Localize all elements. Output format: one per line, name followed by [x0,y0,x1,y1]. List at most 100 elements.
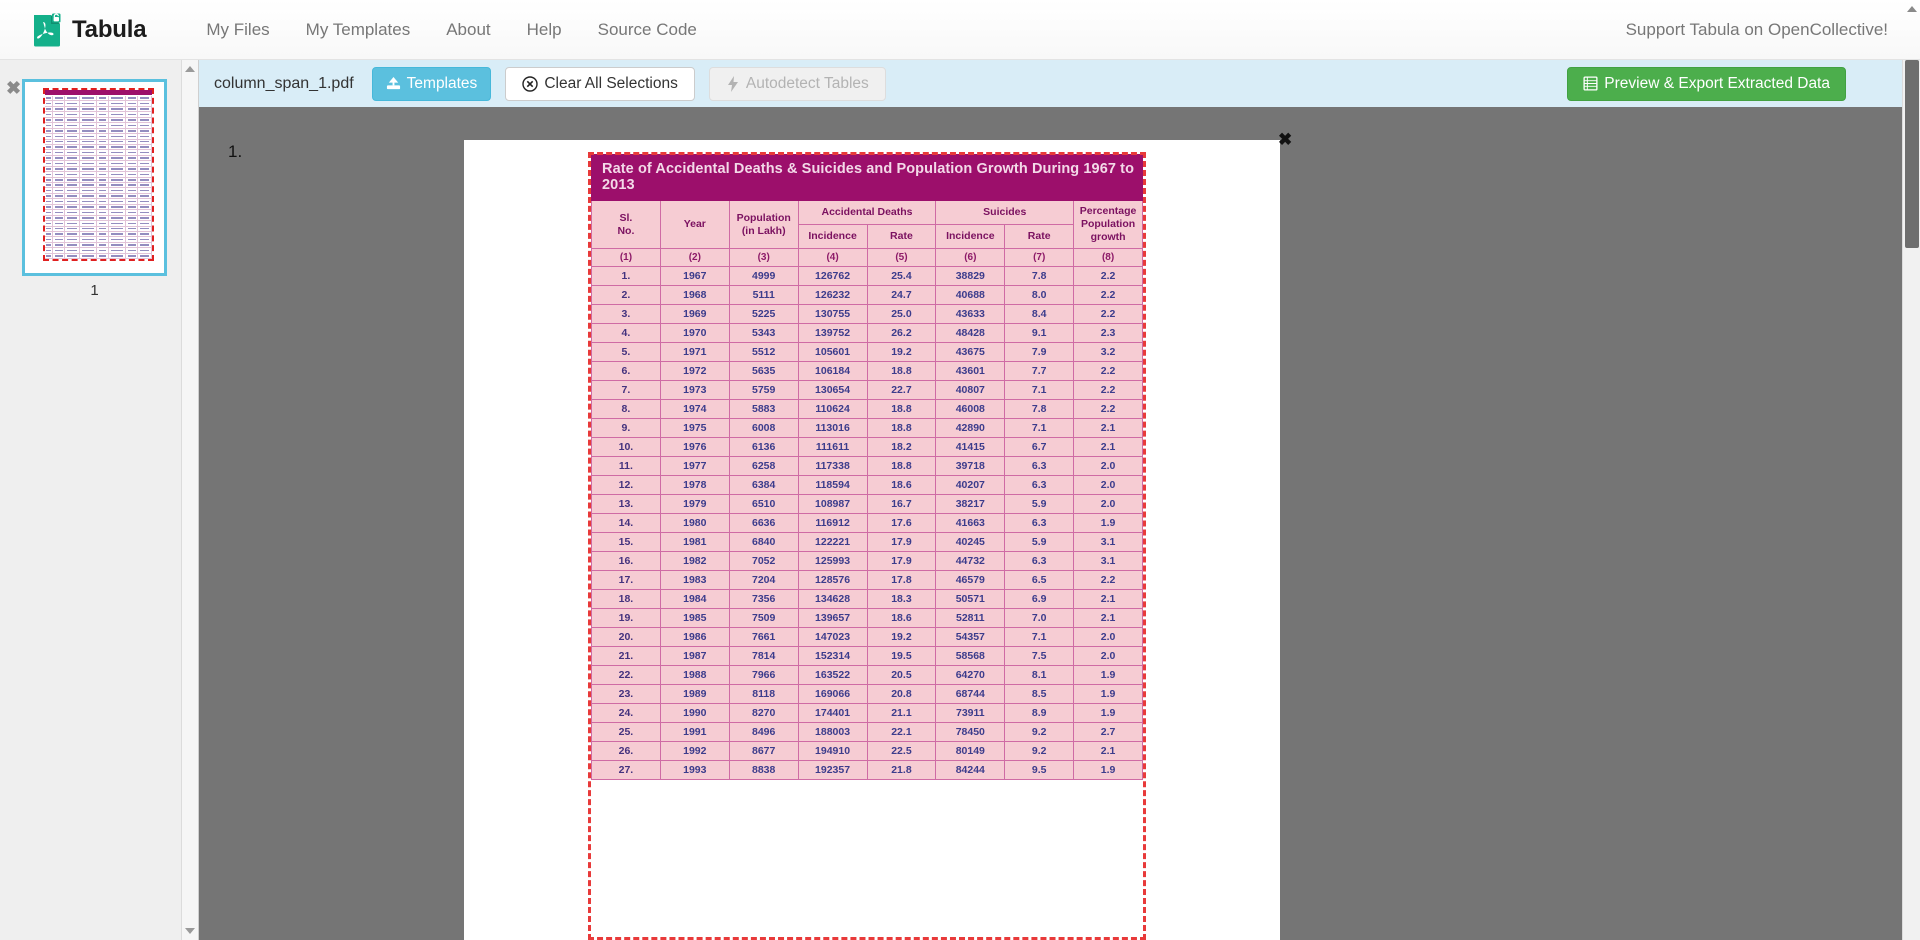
scroll-up-arrow-icon[interactable] [185,66,195,72]
thumbnail-row [45,112,152,118]
thumbnail-cell [45,237,54,242]
template-icon [386,76,401,91]
clear-all-selections-button[interactable]: Clear All Selections [505,66,695,101]
thumbnail-cell [65,101,80,106]
thumbnail-row [45,226,152,232]
thumbnail-cell [138,172,152,177]
table-cell: 24.7 [866,285,937,306]
thumbnail-cell [109,117,127,123]
thumbnail-cell [80,183,98,188]
nav-link-my-templates[interactable]: My Templates [305,19,411,39]
thumbnail-cell [45,144,54,150]
thumbnail-cell [53,188,66,193]
clear-all-selections-label: Clear All Selections [544,74,678,92]
table-cell: 5759 [728,380,799,401]
main-scrollbar[interactable] [1902,6,1920,940]
table-cell: 24. [591,703,661,724]
table-cell: 21.1 [866,703,937,724]
thumbnail-cell [109,237,127,242]
thumbnail-cell [97,231,110,237]
thumbnail-cell [138,242,152,248]
table-cell: 23. [591,684,661,705]
thumbnail-cell [138,123,152,128]
table-cell: 5512 [728,342,799,363]
thumbnail-cell [45,134,54,139]
table-cell: 188003 [797,722,868,743]
page-thumbnail-1[interactable] [22,79,167,276]
thumbnail-cell [45,128,54,134]
table-row: 17. 1983 7204 128576 17.8 46579 6.5 2.2 [591,570,1143,591]
thumbnail-cell [97,204,110,210]
table-row: 21. 1987 7814 152314 19.5 58568 7.5 2.0 [591,646,1143,667]
main-scrollbar-thumb[interactable] [1905,60,1919,248]
table-row: 10. 1976 6136 111611 18.2 41415 6.7 2.1 [591,437,1143,458]
thumbnail-cell [138,112,152,117]
sidebar-close-icon[interactable]: ✖ [6,78,22,98]
page-close-icon[interactable]: ✖ [1278,130,1293,149]
thumbnail-cell [45,210,54,215]
table-cell: 9.1 [1004,323,1075,344]
pdf-table-head: Rate of Accidental Deaths & Suicides and… [591,154,1143,268]
table-cell: 2.0 [1073,456,1143,477]
table-row: 13. 1979 6510 108987 16.7 38217 5.9 2.0 [591,494,1143,515]
header-ad-rate: Rate [866,224,937,250]
table-row: 1. 1967 4999 126762 25.4 38829 7.8 2.2 [591,266,1143,287]
table-cell: 2.2 [1073,399,1143,420]
thumbnail-cell [53,106,66,112]
thumbnail-cell [65,226,80,231]
table-cell: 163522 [797,665,868,686]
main-scroll-up-arrow-icon[interactable] [1907,6,1917,12]
table-cell: 7509 [728,608,799,629]
table-cell: 26.2 [866,323,937,344]
thumbnail-cell [97,134,110,139]
thumbnail-cell [126,166,139,172]
table-cell: 194910 [797,741,868,762]
table-cell: 38829 [935,266,1006,287]
thumbnail-cell [97,150,110,155]
thumbnail-cell [138,117,152,123]
thumbnail-cell [97,177,110,182]
thumbnail-cell [80,253,98,259]
scroll-down-arrow-icon[interactable] [185,928,195,934]
thumbnail-cell [53,177,66,182]
thumbnail-selection-overlay [43,88,154,261]
templates-button[interactable]: Templates [371,66,492,101]
thumbnail-cell [109,172,127,177]
thumbnail-cell [80,144,98,150]
document-filename: column_span_1.pdf [214,74,354,92]
thumbnail-cell [138,106,152,112]
thumbnail-cell [138,177,152,182]
table-cell: 8.1 [1004,665,1075,686]
table-cell: 7.8 [1004,399,1075,420]
thumbnail-row [45,215,152,222]
table-cell: 21. [591,646,661,667]
support-opencollective-link[interactable]: Support Tabula on OpenCollective! [1625,19,1888,39]
thumbnail-cell [80,134,98,139]
thumbnail-cell [97,221,110,226]
table-cell: 6.3 [1004,475,1075,496]
pdf-page-canvas[interactable]: Rate of Accidental Deaths & Suicides and… [464,140,1280,940]
pdf-table-title-row: Rate of Accidental Deaths & Suicides and… [591,154,1143,201]
nav-link-help[interactable]: Help [526,19,562,39]
table-cell: 17.9 [866,551,937,572]
column-number-cell: (8) [1073,248,1143,268]
thumbnail-cell [109,134,127,139]
thumbnail-cell [138,221,152,226]
page-thumbnail-sidebar: ✖ 1 [0,60,199,940]
sidebar-scrollbar[interactable] [181,60,198,940]
thumbnail-cell [97,155,110,161]
table-cell: 43633 [935,304,1006,325]
nav-link-source-code[interactable]: Source Code [597,19,697,39]
table-cell: 8.9 [1004,703,1075,724]
nav-link-about[interactable]: About [446,19,491,39]
table-row: 22. 1988 7966 163522 20.5 64270 8.1 1.9 [591,665,1143,686]
nav-link-my-files[interactable]: My Files [206,19,270,39]
thumbnail-cell [97,96,110,101]
brand[interactable]: Tabula [32,12,147,47]
table-row: 4. 1970 5343 139752 26.2 48428 9.1 2.3 [591,323,1143,344]
thumbnail-cell [109,183,127,188]
preview-export-button[interactable]: Preview & Export Extracted Data [1567,66,1846,101]
autodetect-tables-button[interactable]: Autodetect Tables [708,66,886,101]
header-suicides: Suicides [935,199,1075,226]
